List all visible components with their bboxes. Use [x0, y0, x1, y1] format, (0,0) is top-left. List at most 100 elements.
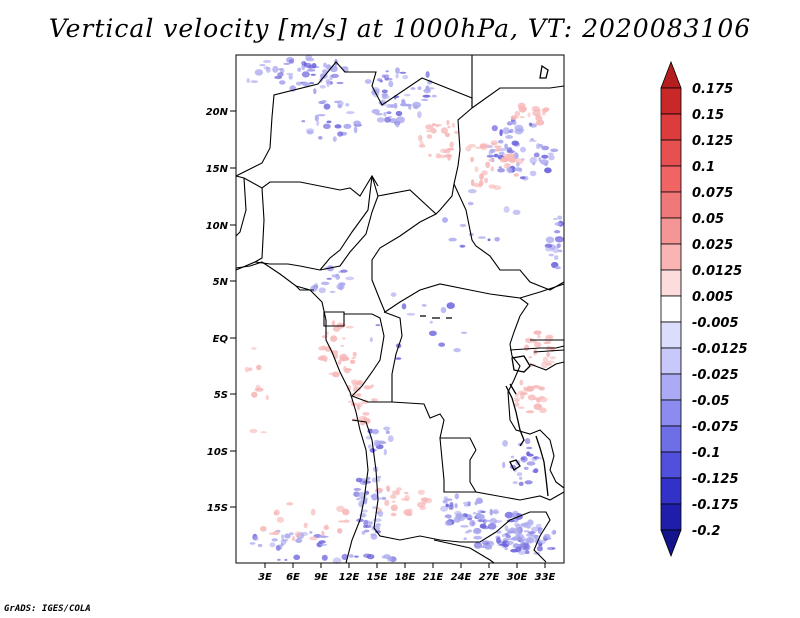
downdraft-patch	[544, 243, 553, 248]
updraft-patch	[490, 140, 498, 146]
updraft-patch	[251, 391, 258, 398]
downdraft-patch	[309, 82, 315, 85]
downdraft-patch	[369, 337, 373, 343]
downdraft-patch	[356, 497, 361, 501]
colorbar-segment	[660, 477, 682, 505]
updraft-patch	[425, 124, 434, 130]
updraft-patch	[318, 346, 326, 351]
updraft-patch	[291, 536, 296, 542]
downdraft-patch	[331, 73, 339, 78]
lon-label: 18E	[395, 572, 416, 583]
downdraft-patch	[527, 531, 536, 534]
downdraft-patch	[504, 511, 514, 519]
downdraft-patch	[513, 535, 521, 541]
downdraft-patch	[353, 120, 361, 126]
downdraft-patch	[369, 448, 376, 453]
downdraft-patch	[506, 147, 513, 152]
updraft-patch	[390, 504, 398, 512]
downdraft-patch	[477, 499, 484, 504]
downdraft-patch	[319, 535, 329, 538]
downdraft-patch	[512, 481, 518, 485]
downdraft-patch	[518, 476, 523, 480]
updraft-patch	[449, 141, 454, 148]
downdraft-patch	[281, 534, 285, 540]
updraft-patch	[501, 156, 510, 162]
updraft-patch	[321, 530, 325, 537]
downdraft-patch	[337, 131, 344, 137]
downdraft-patch	[503, 206, 510, 213]
updraft-patch	[408, 508, 413, 515]
downdraft-patch	[444, 520, 453, 526]
updraft-patch	[528, 356, 533, 359]
downdraft-patch	[528, 140, 537, 142]
downdraft-patch	[536, 545, 543, 552]
updraft-patch	[404, 491, 409, 495]
coastline	[235, 261, 369, 564]
updraft-patch	[519, 379, 524, 386]
downdraft-patch	[442, 217, 448, 223]
downdraft-patch	[295, 538, 303, 543]
downdraft-patch	[493, 153, 499, 158]
downdraft-patch	[386, 111, 392, 115]
updraft-patch	[443, 148, 451, 154]
updraft-patch	[336, 505, 345, 512]
downdraft-patch	[545, 236, 555, 244]
downdraft-patch	[446, 302, 455, 309]
colorbar-label: -0.075	[692, 420, 739, 435]
updraft-patch	[249, 428, 258, 434]
downdraft-patch	[303, 62, 307, 67]
downdraft-patch	[345, 103, 350, 107]
updraft-patch	[342, 337, 346, 340]
downdraft-patch	[487, 523, 497, 530]
updraft-patch	[513, 173, 519, 177]
downdraft-patch	[293, 554, 301, 561]
downdraft-patch	[463, 501, 470, 505]
downdraft-patch	[522, 541, 530, 549]
downdraft-patch	[326, 277, 332, 280]
downdraft-patch	[479, 545, 488, 549]
downdraft-patch	[370, 495, 375, 497]
colorbar: 0.175 0.15 0.125 0.1 0.075 0.05 0.025 0.…	[660, 60, 748, 558]
downdraft-patch	[385, 430, 390, 435]
colorbar-label: -0.0125	[692, 342, 748, 357]
downdraft-patch	[323, 123, 331, 130]
downdraft-patch	[475, 512, 482, 519]
downdraft-patch	[379, 441, 387, 445]
downdraft-patch	[506, 540, 514, 546]
downdraft-patch	[364, 79, 372, 84]
updraft-patch	[370, 384, 374, 388]
downdraft-patch	[442, 499, 448, 504]
colorbar-label: -0.175	[692, 498, 739, 513]
downdraft-patch	[463, 537, 467, 540]
updraft-patch	[390, 512, 397, 517]
updraft-patch	[260, 431, 268, 434]
updraft-patch	[454, 130, 459, 134]
downdraft-patch	[269, 542, 276, 548]
downdraft-patch	[552, 529, 557, 535]
downdraft-patch	[385, 74, 390, 77]
downdraft-patch	[314, 114, 319, 122]
updraft-patch	[339, 353, 348, 361]
colorbar-label: 0.175	[692, 82, 733, 97]
updraft-patch	[363, 385, 372, 390]
downdraft-patch	[526, 446, 533, 450]
colorbar-segment	[660, 113, 682, 141]
downdraft-patch	[395, 110, 403, 117]
updraft-patch	[440, 127, 448, 134]
downdraft-patch	[472, 511, 477, 515]
colorbar-segment	[660, 321, 682, 349]
downdraft-patch	[318, 136, 323, 140]
updraft-patch	[303, 522, 308, 529]
updraft-patch	[510, 115, 519, 119]
downdraft-patch	[279, 80, 286, 85]
downdraft-patch	[497, 168, 505, 173]
colorbar-segment	[660, 425, 682, 453]
colorbar-segment	[660, 243, 682, 271]
updraft-patch	[356, 393, 362, 397]
downdraft-patch	[371, 428, 379, 435]
colorbar-segment	[660, 165, 682, 193]
updraft-patch	[426, 134, 433, 139]
downdraft-patch	[284, 558, 288, 562]
updraft-patch	[362, 412, 370, 416]
